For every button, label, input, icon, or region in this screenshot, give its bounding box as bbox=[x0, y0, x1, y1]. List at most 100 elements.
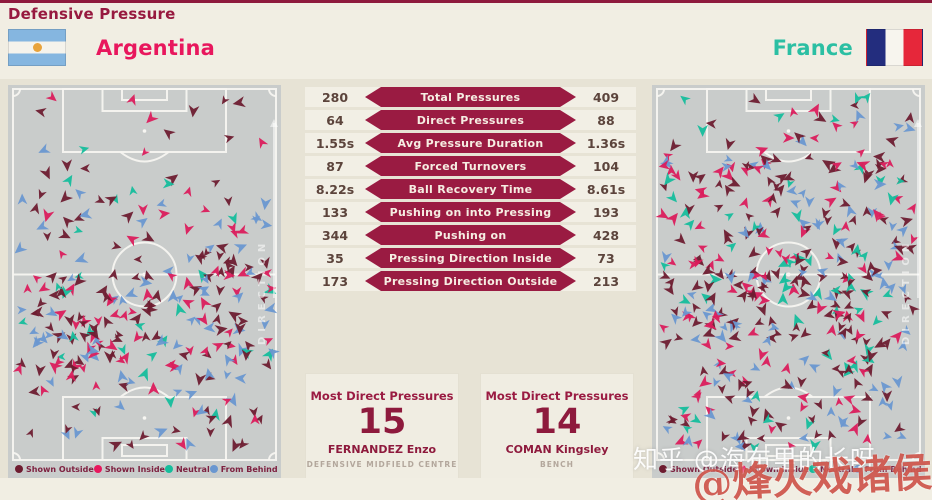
pressure-marker bbox=[705, 406, 716, 417]
pressure-marker bbox=[155, 334, 170, 346]
stat-label-banner: Total Pressures bbox=[365, 87, 576, 107]
pressure-marker bbox=[809, 364, 821, 374]
legend-dot-icon bbox=[93, 465, 102, 473]
pressure-marker bbox=[32, 335, 45, 348]
pressure-marker bbox=[713, 329, 727, 343]
pressure-marker bbox=[891, 375, 903, 389]
pressure-marker bbox=[125, 439, 134, 449]
pressure-marker bbox=[679, 417, 691, 427]
pressure-marker bbox=[846, 204, 857, 218]
stat-row-pushing-on-into-pressing: 133 Pushing on into Pressing 193 bbox=[305, 202, 636, 222]
pressure-marker bbox=[778, 272, 793, 284]
pressure-marker bbox=[78, 363, 87, 373]
pressure-marker bbox=[886, 159, 894, 168]
pressure-marker bbox=[724, 213, 734, 222]
pressure-marker bbox=[864, 167, 875, 181]
pressure-marker bbox=[844, 363, 854, 375]
pressure-marker bbox=[60, 428, 70, 440]
pressure-marker bbox=[858, 368, 870, 378]
pressure-marker bbox=[163, 129, 176, 141]
pressure-marker bbox=[700, 337, 712, 350]
pressure-marker bbox=[837, 327, 847, 340]
stat-label-banner: Pressing Direction Outside bbox=[365, 271, 576, 291]
pressure-marker bbox=[894, 245, 908, 256]
pressure-marker bbox=[222, 341, 232, 350]
pressure-marker bbox=[884, 283, 896, 295]
pressure-marker bbox=[904, 112, 915, 124]
pressure-marker bbox=[662, 426, 673, 435]
pressure-marker bbox=[823, 215, 833, 226]
pressure-marker bbox=[113, 399, 125, 411]
pressure-marker bbox=[875, 175, 886, 187]
pressure-marker bbox=[56, 329, 69, 340]
pressure-marker bbox=[184, 390, 198, 401]
pressure-marker bbox=[761, 281, 770, 292]
pressure-marker bbox=[78, 321, 89, 329]
pressure-marker bbox=[849, 159, 860, 170]
pressure-marker bbox=[772, 181, 781, 191]
pressure-marker bbox=[798, 355, 810, 367]
pressure-marker bbox=[690, 392, 702, 404]
pressure-marker bbox=[754, 317, 765, 325]
pressure-marker bbox=[61, 159, 73, 172]
pressure-marker bbox=[94, 194, 105, 204]
legend-dot-icon bbox=[737, 465, 746, 473]
stats-comparison: 280 Total Pressures 409 64 Direct Pressu… bbox=[305, 87, 636, 291]
pressure-marker bbox=[855, 92, 864, 104]
away-value: 409 bbox=[592, 89, 620, 105]
pressure-marker bbox=[232, 286, 242, 298]
pressure-marker bbox=[196, 404, 209, 416]
legend-item-shown-outside: Shown Outside bbox=[15, 465, 94, 474]
pressure-marker bbox=[705, 302, 719, 313]
pressure-marker bbox=[200, 273, 209, 284]
pressure-marker bbox=[782, 171, 796, 181]
pressure-marker bbox=[94, 340, 104, 348]
pressure-marker bbox=[12, 363, 22, 376]
pressure-marker bbox=[120, 211, 134, 224]
pressure-marker bbox=[882, 431, 893, 440]
pressure-marker bbox=[741, 393, 753, 404]
pressure-marker bbox=[747, 416, 758, 427]
pressure-marker bbox=[687, 312, 697, 323]
away-team-name: France bbox=[772, 35, 853, 60]
pressure-marker bbox=[164, 395, 176, 409]
pressure-marker bbox=[725, 317, 739, 331]
pressure-marker bbox=[839, 197, 851, 207]
legend-dot-icon bbox=[15, 465, 23, 473]
pressure-marker bbox=[797, 287, 811, 298]
pressure-marker bbox=[141, 230, 155, 242]
legend-label: Shown Inside bbox=[104, 464, 165, 474]
stat-row-forced-turnovers: 87 Forced Turnovers 104 bbox=[305, 156, 636, 176]
pressure-marker bbox=[774, 173, 788, 185]
pressure-marker bbox=[49, 362, 63, 375]
pressure-marker bbox=[18, 317, 29, 325]
pressure-marker bbox=[709, 273, 723, 285]
pressure-marker bbox=[768, 321, 780, 331]
legend-item-from-behind: From Behind bbox=[853, 465, 922, 474]
pressure-marker bbox=[74, 271, 84, 279]
pressure-marker bbox=[250, 413, 260, 425]
pressure-marker bbox=[800, 401, 809, 412]
pressure-marker bbox=[89, 351, 100, 361]
pressure-marker bbox=[723, 154, 733, 162]
pressure-markers-argentina bbox=[12, 90, 280, 453]
home-team: Argentina bbox=[8, 29, 215, 66]
pressure-marker bbox=[38, 143, 51, 153]
pressure-marker bbox=[861, 351, 875, 364]
pressure-marker bbox=[853, 307, 864, 316]
pressure-marker bbox=[821, 349, 830, 357]
pressure-marker bbox=[829, 180, 842, 193]
pressure-marker bbox=[211, 314, 221, 325]
pressure-marker bbox=[25, 428, 33, 438]
pressure-marker bbox=[829, 114, 840, 123]
pressure-marker bbox=[79, 332, 92, 343]
pressure-marker bbox=[164, 359, 177, 370]
direction-label: DIRECTION bbox=[901, 238, 912, 345]
pressure-marker bbox=[775, 421, 788, 433]
pressure-marker bbox=[873, 151, 886, 163]
pressure-marker bbox=[736, 429, 750, 441]
pressure-marker bbox=[232, 96, 246, 108]
pressure-marker bbox=[880, 381, 893, 394]
stat-row-pushing-on: 344 Pushing on 428 bbox=[305, 225, 636, 245]
